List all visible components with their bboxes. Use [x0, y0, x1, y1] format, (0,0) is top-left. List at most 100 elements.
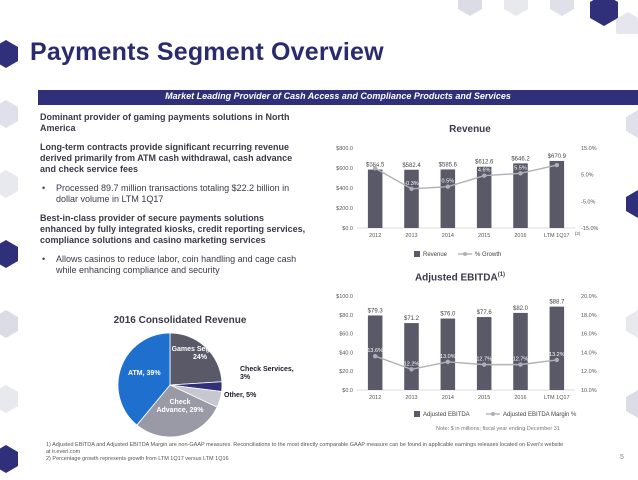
x-tick-label: LTM 1Q17 — [544, 233, 570, 239]
heading-best-in-class: Best-in-class provider of secure payment… — [40, 213, 306, 245]
line-point — [445, 184, 451, 189]
hexagon-shape — [626, 190, 638, 218]
line-point — [518, 171, 523, 176]
x-tick-label: 2015 — [478, 233, 490, 239]
line-value-label: 13.6% — [367, 348, 383, 354]
bar-value-label: $88.7 — [549, 300, 565, 306]
hexagon-shape — [458, 0, 482, 16]
legend-label: Adjusted EBITDA — [423, 412, 470, 418]
pie-label-other: Other, 5% — [224, 392, 257, 399]
legend-swatch-bar — [414, 251, 420, 257]
y-tick-label: $600.0 — [336, 166, 353, 172]
y2-tick-label: 16.0% — [581, 332, 597, 338]
banner: Market Leading Provider of Cash Access a… — [38, 90, 638, 105]
y2-tick-label: 18.0% — [581, 313, 597, 319]
hexagon-shape — [616, 12, 638, 34]
bar-value-label: $612.6 — [475, 160, 494, 166]
hexagon-shape — [0, 100, 18, 128]
bullet-dot: • — [42, 254, 46, 264]
line-point — [481, 173, 487, 178]
footnote-1: 1) Adjusted EBITDA and Adjusted EBITDA M… — [46, 442, 564, 455]
ebitda-chart: $0.0 $20.0 $40.0 $60.0 $80.0 $100.0 10.0% 12.0%… — [336, 294, 597, 418]
bar — [404, 323, 419, 390]
y-tick-label: $40.0 — [339, 350, 353, 356]
y-tick-label: $0.0 — [342, 388, 353, 394]
line-value-label: 8.6% — [551, 157, 564, 163]
bar — [549, 306, 565, 390]
y-tick-label: $60.0 — [339, 332, 353, 338]
legend-label: % Growth — [475, 252, 501, 258]
y2-tick-label: 5.0% — [581, 173, 594, 179]
pie-label-atm: ATM, 39% — [128, 370, 161, 377]
y2-tick-label: 14.0% — [581, 350, 597, 356]
hexagon-shape — [626, 310, 638, 338]
pie-chart-title: 2016 Consolidated Revenue — [113, 315, 247, 326]
bullet-casinos: • Allows casinos to reduce labor, coin h… — [40, 254, 306, 276]
bar-value-label: $670.9 — [548, 154, 567, 160]
x-tick-label: 2015 — [478, 395, 490, 401]
bullet-text: Allows casinos to reduce labor, coin han… — [56, 254, 297, 275]
bar-value-label: $71.2 — [404, 316, 420, 322]
y-tick-label: $20.0 — [339, 369, 353, 375]
pie-chart — [117, 332, 223, 438]
bar-value-label: $584.5 — [366, 163, 385, 169]
hexagon-shape — [0, 310, 18, 338]
line-point — [481, 362, 487, 367]
line-value-label: 13.2% — [549, 352, 565, 358]
line-value-label: 7.4% — [369, 160, 382, 166]
line-value-label: 12.7% — [476, 357, 492, 363]
legend-swatch-point — [491, 412, 495, 416]
y2-tick-label: -5.0% — [581, 199, 595, 205]
bar — [367, 315, 383, 390]
pie-slice — [117, 332, 171, 426]
bullet-dot: • — [42, 183, 46, 193]
x-tick-label: 2014 — [442, 233, 454, 239]
bar — [513, 312, 528, 390]
bar — [367, 169, 383, 228]
line-value-label: 5.5% — [514, 165, 527, 171]
bullet-transactions: • Processed 89.7 million transactions to… — [40, 183, 306, 205]
line-value-label: 12.2% — [404, 361, 420, 367]
y2-tick-label: -15.0% — [581, 226, 599, 232]
line-value-label: 4.6% — [478, 168, 491, 174]
hexagon-shape — [590, 0, 618, 26]
line-point — [409, 186, 414, 191]
banner-text: Market Leading Provider of Cash Access a… — [165, 91, 511, 101]
hexagon-shape — [0, 170, 18, 198]
heading-dominant-provider: Dominant provider of gaming payments sol… — [40, 112, 290, 133]
bar-value-label: $82.0 — [513, 306, 529, 312]
x-tick-label: 2016 — [514, 233, 526, 239]
revenue-chart: $0.0 $200.0 $400.0 $600.0 $800.0 -15.0% -5.0% 5… — [336, 146, 599, 258]
line-point — [554, 162, 560, 168]
hexagon-shape — [0, 445, 18, 473]
line-point — [518, 362, 523, 367]
page-title: Payments Segment Overview — [30, 38, 384, 66]
bar — [549, 160, 565, 228]
ebitda-chart-title: Adjusted EBITDA(1) — [400, 272, 520, 283]
hexagon-shape — [550, 0, 574, 16]
hexagon-shape — [0, 240, 18, 268]
line-point — [372, 353, 378, 359]
line-point — [372, 166, 378, 171]
legend-label: Revenue — [423, 252, 448, 258]
hexagon-shape — [626, 390, 638, 418]
bar-value-label: $76.0 — [440, 312, 456, 318]
x-tick-label: LTM 1Q17 — [544, 395, 570, 401]
line-point — [554, 357, 560, 363]
hexagon-shape — [626, 110, 638, 138]
y-tick-label: $400.0 — [336, 186, 353, 192]
ebitda-title-superscript: (1) — [497, 272, 506, 278]
heading-long-term-contracts: Long-term contracts provide significant … — [40, 142, 293, 174]
hexagon-shape — [0, 385, 18, 413]
pie-slice — [136, 384, 218, 438]
footnotes: 1) Adjusted EBITDA and Adjusted EBITDA M… — [46, 442, 566, 463]
line-point — [445, 359, 451, 364]
pie-slice — [169, 332, 223, 386]
legend-label: Adjusted EBITDA Margin % — [503, 412, 577, 418]
y-tick-label: $80.0 — [339, 313, 353, 319]
pie-label-check-services: Check Services, 3% — [240, 366, 294, 381]
bar — [476, 317, 492, 390]
growth-line — [374, 355, 557, 371]
line-value-label: -0.3% — [404, 181, 418, 187]
pie-label-games: Games Segment, 24% — [171, 346, 229, 361]
